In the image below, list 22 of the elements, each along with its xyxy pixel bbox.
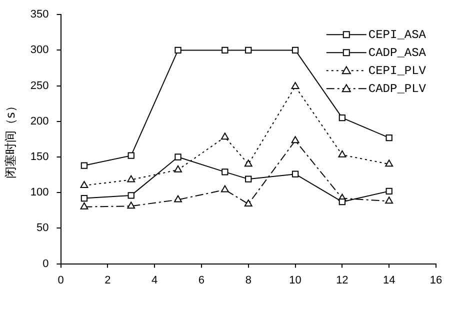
- x-tick-label: 2: [104, 274, 111, 286]
- x-tick-label: 10: [289, 274, 302, 286]
- legend-label: CADP_PLV: [368, 82, 427, 96]
- y-tick-label: 250: [30, 80, 49, 92]
- y-tick-label: 100: [30, 186, 49, 199]
- y-tick-label: 350: [30, 8, 49, 21]
- x-tick-label: 14: [382, 274, 396, 286]
- x-tick-label: 6: [198, 274, 205, 286]
- x-tick-label: 16: [430, 274, 442, 286]
- x-tick-label: 8: [245, 274, 252, 286]
- y-tick-label: 300: [30, 44, 49, 56]
- y-tick-label: 200: [30, 115, 49, 128]
- x-tick-label: 12: [336, 274, 348, 286]
- y-tick-label: 150: [30, 151, 49, 164]
- legend-label: CEPI_PLV: [368, 64, 427, 78]
- legend-label: CADP_ASA: [368, 46, 427, 60]
- y-tick-label: 0: [42, 258, 49, 270]
- legend-label: CEPI_ASA: [368, 28, 427, 42]
- y-axis-title: 闭塞时间（s）: [3, 100, 18, 178]
- y-tick-label: 50: [36, 222, 49, 234]
- x-tick-label: 4: [152, 274, 158, 286]
- x-tick-label: 0: [58, 274, 64, 286]
